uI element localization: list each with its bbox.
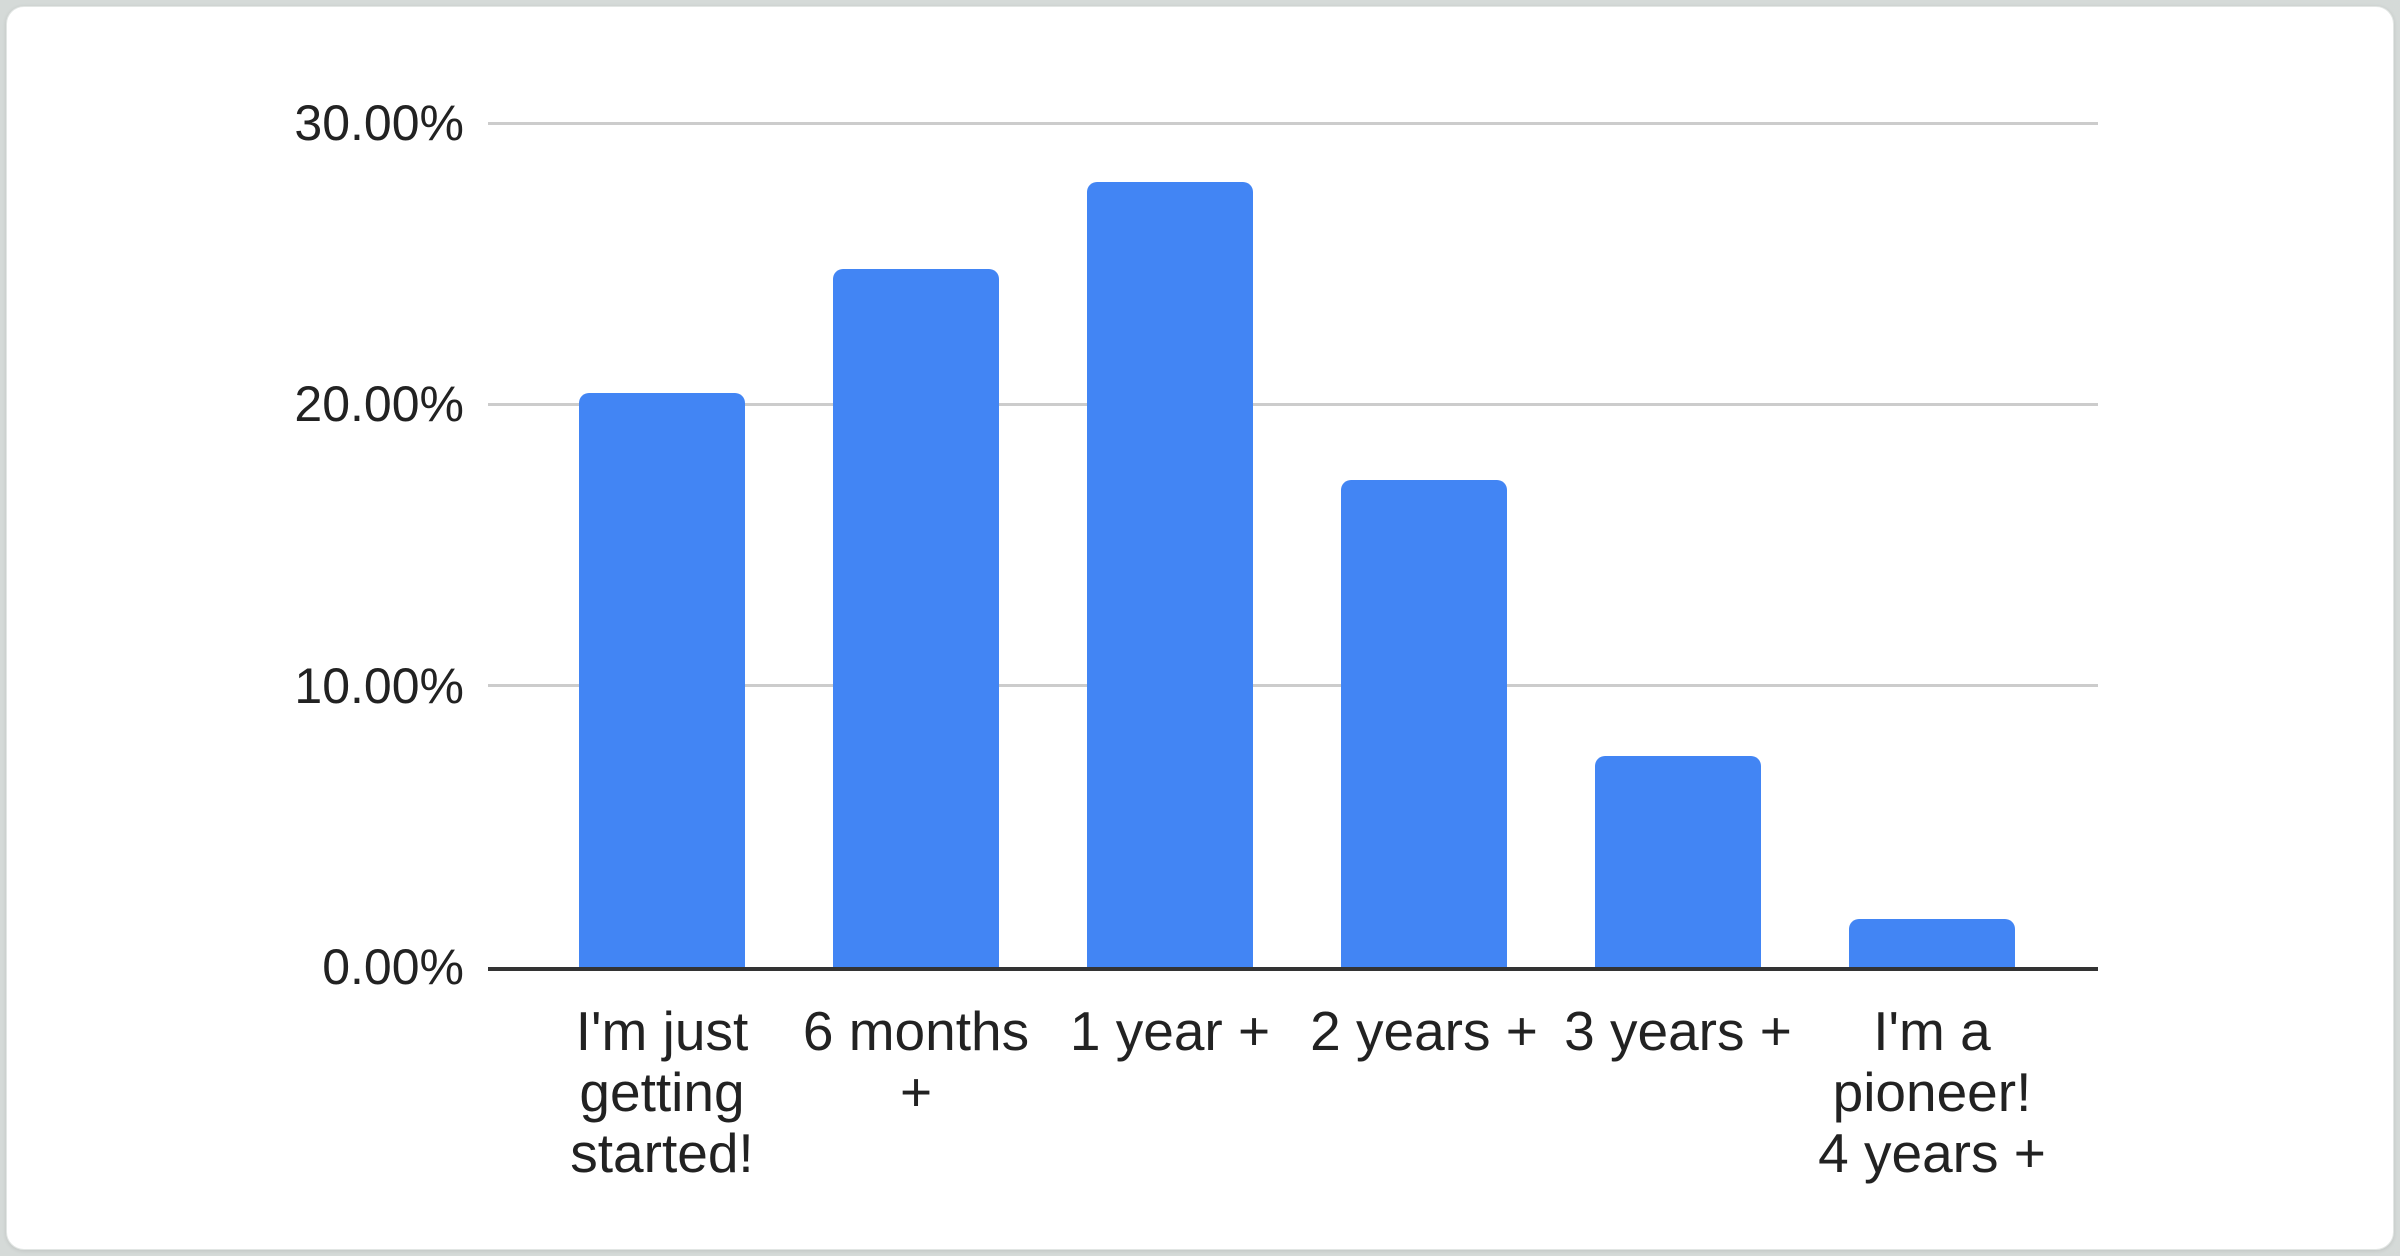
- x-axis-tick-label: I'm a pioneer! 4 years +: [1818, 1000, 2046, 1184]
- gridline: [488, 402, 2098, 406]
- x-axis-tick-label: 1 year +: [1069, 1000, 1271, 1062]
- x-axis-tick-label: I'm just getting started!: [570, 1000, 754, 1184]
- y-axis-tick-label: 0.00%: [322, 939, 464, 995]
- chart-card: 30.00% 20.00% 10.00% 0.00% I'm just getting…: [6, 6, 2394, 1250]
- bar-chart: 30.00% 20.00% 10.00% 0.00% I'm just getting…: [7, 7, 2395, 1251]
- chart-bar[interactable]: [1849, 919, 2015, 967]
- chart-bar[interactable]: [1595, 756, 1761, 967]
- x-axis-tick-label: 3 years +: [1564, 1000, 1792, 1062]
- chart-bar[interactable]: [579, 393, 745, 967]
- gridline: [488, 121, 2098, 125]
- chart-bar[interactable]: [833, 269, 999, 967]
- x-axis-line: [488, 967, 2098, 971]
- gridline: [488, 684, 2098, 688]
- chart-bar[interactable]: [1341, 480, 1507, 967]
- y-axis-tick-label: 30.00%: [294, 95, 464, 151]
- x-axis-tick-label: 6 months +: [802, 1000, 1030, 1123]
- chart-bar[interactable]: [1087, 182, 1253, 967]
- x-axis-tick-label: 2 years +: [1310, 1000, 1538, 1062]
- y-axis-tick-label: 10.00%: [294, 657, 464, 714]
- y-axis-tick-label: 20.00%: [294, 376, 464, 433]
